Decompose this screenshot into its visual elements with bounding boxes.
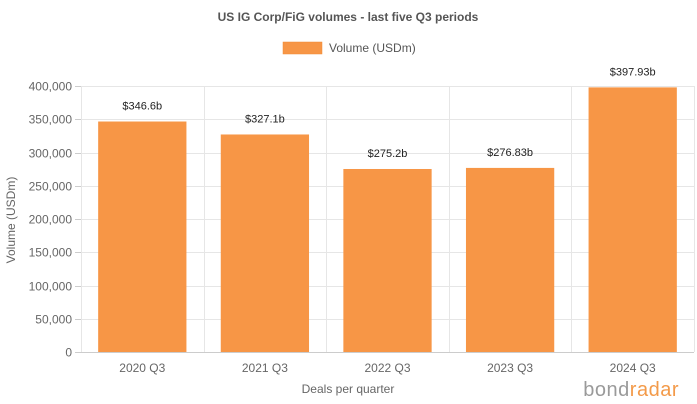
data-label: $397.93b [610, 66, 656, 78]
y-axis-ticks: 0 50,000 100,000 150,000 200,000 250,000 300,0… [29, 80, 81, 360]
bar[interactable] [465, 167, 555, 352]
bar[interactable] [343, 168, 432, 352]
bars: $346.6b $327.1b $275.2b $276.83b $397.93b [98, 66, 677, 352]
y-tick-label: 150,000 [29, 246, 73, 260]
bar[interactable] [98, 121, 187, 352]
legend-swatch [282, 41, 323, 55]
x-tick-label: 2022 Q3 [364, 361, 410, 375]
svg-text:bondradar: bondradar [583, 379, 679, 401]
y-tick-label: 400,000 [29, 80, 73, 94]
data-label: $275.2b [368, 148, 408, 160]
x-tick-label: 2023 Q3 [487, 361, 533, 375]
x-tick-label: 2024 Q3 [610, 361, 656, 375]
data-label: $276.83b [487, 147, 533, 159]
y-tick-label: 200,000 [29, 213, 73, 227]
data-label: $327.1b [245, 113, 285, 125]
x-axis-ticks: 2020 Q3 2021 Q3 2022 Q3 2023 Q3 2024 Q3 [119, 361, 656, 375]
y-tick-label: 350,000 [29, 113, 73, 127]
y-tick-label: 250,000 [29, 180, 73, 194]
y-tick-label: 300,000 [29, 147, 73, 161]
watermark-part1: bond [583, 379, 630, 401]
y-axis-label: Volume (USDm) [4, 177, 18, 264]
x-tick-label: 2020 Q3 [119, 361, 165, 375]
legend-label: Volume (USDm) [329, 41, 416, 55]
y-tick-label: 100,000 [29, 280, 73, 294]
watermark-part2: radar [630, 379, 679, 401]
legend[interactable]: Volume (USDm) [282, 41, 416, 55]
bar[interactable] [588, 87, 677, 352]
y-tick-label: 0 [65, 346, 72, 360]
chart-title: US IG Corp/FiG volumes - last five Q3 pe… [218, 10, 479, 24]
watermark-logo: bondradar [583, 379, 679, 401]
bar[interactable] [220, 134, 310, 352]
data-label: $346.6b [122, 101, 162, 113]
x-tick-label: 2021 Q3 [242, 361, 288, 375]
x-axis-label: Deals per quarter [302, 382, 395, 396]
y-tick-label: 50,000 [35, 313, 72, 327]
